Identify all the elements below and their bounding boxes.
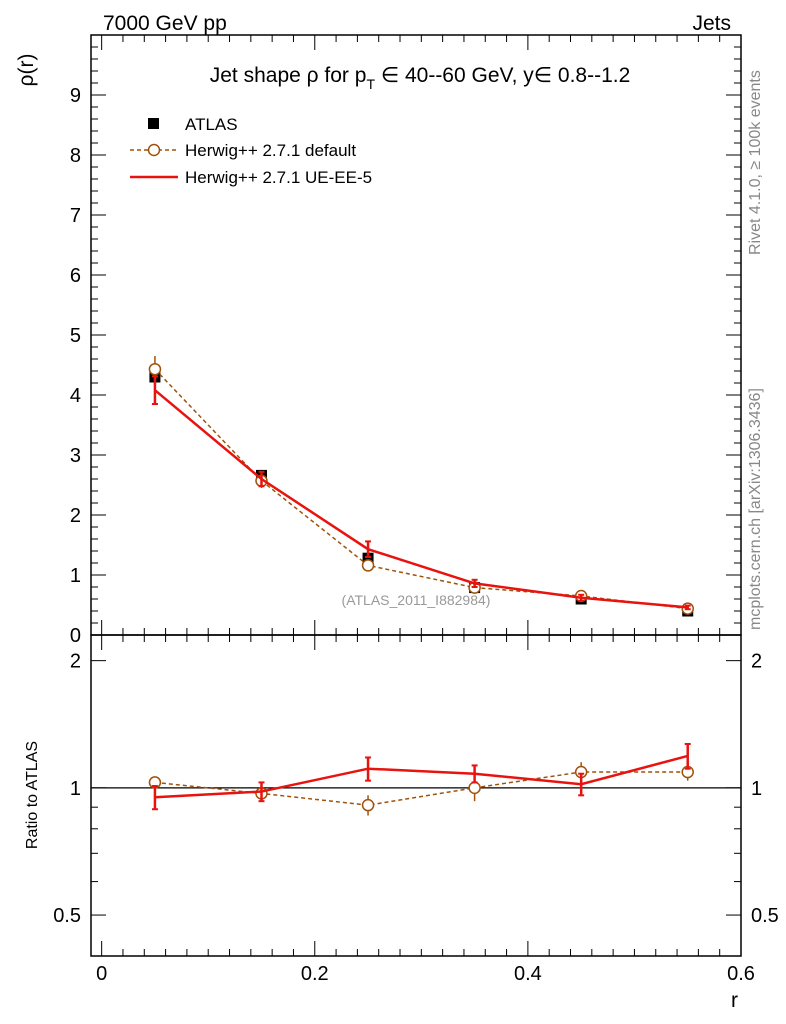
ratio-y-axis-label: Ratio to ATLAS [24,741,41,849]
side-mcplots-label: mcplots.cern.ch [arXiv:1306.3436] [747,388,764,630]
ratio-series-layer [148,742,694,816]
atlas-data-point [362,552,374,564]
ratio-ytick-label-right: 0.5 [751,905,779,927]
header-energy-label: 7000 GeV pp [103,12,227,35]
main-default-point [361,559,375,572]
chart-title-post: ∈ 0.8--1.2 [534,64,631,87]
side-rivet-label: Rivet 4.1.0, ≥ 100k events [747,70,764,255]
xtick-label: 0 [96,963,107,985]
ratio-default-point [468,781,481,795]
main-ueee5-line [154,389,688,609]
ratio-default-line [154,771,688,806]
main-ytick-label: 5 [70,325,81,347]
xtick-label: 0.2 [301,963,329,985]
legend-atlas-label: ATLAS [185,115,238,134]
main-ytick-label: 3 [70,445,81,467]
main-ytick-label: 0 [70,625,81,647]
x-axis-label: r [731,989,738,1012]
legend-ueee5-label: Herwig++ 2.7.1 UE-EE-5 [185,168,372,187]
ratio-axis-ticks: 0 0.2 0.4 0.6 0.5 0.5 1 1 2 2 [53,635,779,985]
ratio-ueee5-line [154,754,689,799]
chart-title-mid: ∈ 40--60 GeV, y [375,64,534,87]
main-ytick-label: 4 [70,385,81,407]
xtick-label: 0.4 [514,963,542,985]
ratio-ytick-label-right: 2 [751,651,762,673]
ratio-ytick-label-left: 2 [70,651,81,673]
legend-atlas-marker [148,118,159,129]
main-series-layer [148,356,694,617]
legend-default-marker [147,143,161,157]
chart-title-pre: Jet shape ρ for p [210,64,367,87]
chart-title: Jet shape ρ for pT ∈ 40--60 GeV, y∈ 0.8-… [210,64,631,92]
ratio-ytick-label-left: 0.5 [53,905,81,927]
chart-title-sub: T [366,76,375,92]
main-ytick-label: 2 [70,505,81,527]
ratio-ytick-label-right: 1 [751,778,762,800]
header-jets-label: Jets [692,12,731,35]
xtick-label: 0.6 [727,963,755,985]
ratio-panel-frame [90,634,742,957]
main-ytick-label: 7 [70,205,81,227]
main-ytick-label: 9 [70,85,81,107]
ratio-ytick-label-left: 1 [70,778,81,800]
main-ytick-label: 8 [70,145,81,167]
main-default-point [148,362,162,376]
y-axis-label: ρ(r) [15,54,38,87]
ratio-default-point [361,798,375,812]
main-ytick-label: 1 [70,565,81,587]
legend: ATLAS Herwig++ 2.7.1 default Herwig++ 2.… [130,115,372,187]
main-default-line [154,368,688,610]
analysis-watermark: (ATLAS_2011_I882984) [342,592,491,608]
main-axis-ticks: 0 1 2 3 4 5 6 7 8 9 [70,34,742,647]
main-ytick-label: 6 [70,265,81,287]
legend-default-label: Herwig++ 2.7.1 default [185,141,356,160]
